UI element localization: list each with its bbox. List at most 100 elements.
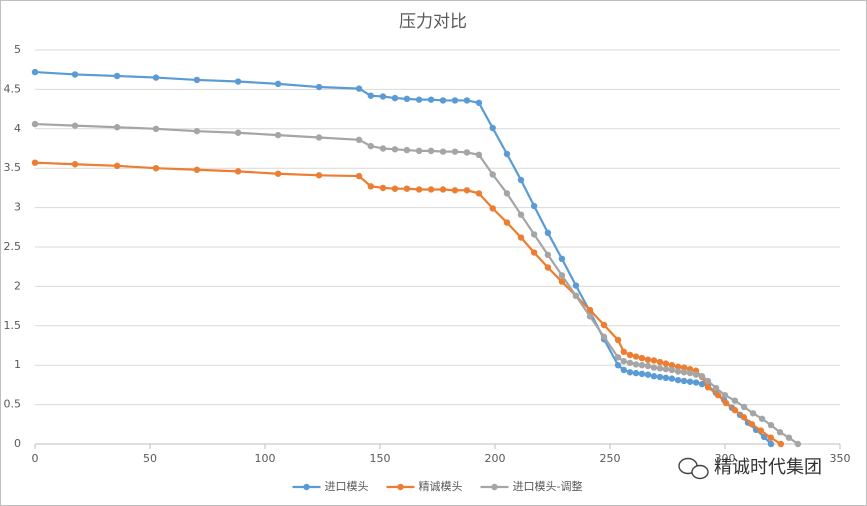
data-point [662,374,670,382]
data-point [503,150,511,158]
data-point [620,348,627,356]
data-point [572,282,580,289]
legend-label: 进口模头 [325,480,369,493]
data-point [379,145,387,152]
data-point [626,351,634,359]
data-point [704,377,712,385]
data-point [686,378,694,385]
data-point [415,96,423,103]
data-point [367,183,374,190]
data-point [31,120,39,128]
data-point [451,148,459,155]
data-point [427,147,435,155]
data-point [71,71,79,78]
data-point [632,369,640,377]
data-point [698,380,706,388]
y-tick-label: 1.5 [4,319,22,332]
data-point [530,202,538,210]
data-point [674,368,682,375]
data-point [439,186,447,193]
data-point [427,186,435,193]
data-point [748,421,756,428]
data-point [274,80,282,88]
data-point [722,399,730,407]
data-point [274,170,282,177]
y-tick-label: 4 [14,122,21,135]
data-point [530,231,538,238]
x-tick-label: 100 [255,452,276,465]
series-line [34,161,782,445]
data-point [656,358,664,366]
data-point [355,172,363,180]
data-point [234,168,242,175]
data-point [644,356,652,363]
data-point [712,384,720,392]
data-point [415,147,423,155]
data-point [674,363,682,370]
data-point [632,353,640,360]
y-tick-label: 5 [14,43,21,56]
data-point [274,131,282,139]
data-point [740,403,748,411]
data-point [530,249,538,256]
data-point [668,366,676,374]
data-point [193,166,201,173]
data-point [31,159,39,166]
data-point [451,187,459,194]
data-point [503,219,511,226]
data-point [626,369,634,376]
data-point [403,185,411,192]
data-point [586,306,594,314]
data-point [391,146,399,153]
data-point [650,357,658,364]
data-point [626,359,634,367]
data-point [193,76,201,84]
x-tick-label: 350 [830,452,851,465]
legend-marker [397,483,404,491]
data-point [740,414,748,421]
data-point [415,186,423,193]
y-tick-label: 4.5 [4,82,22,95]
data-point [644,362,652,370]
data-point [668,362,676,369]
data-point [489,171,496,178]
data-point [586,313,594,320]
data-point [638,354,646,362]
data-point [698,373,706,380]
data-point [632,361,640,368]
x-tick-label: 0 [32,452,39,465]
data-point [674,376,682,384]
y-tick-label: 3 [14,201,21,214]
data-point [777,440,785,448]
data-point [650,364,658,371]
x-tick-label: 250 [600,452,621,465]
data-point [794,440,802,448]
data-point [391,94,399,102]
data-point [680,377,688,385]
data-point [614,362,622,369]
data-point [692,371,700,378]
x-tick-label: 50 [143,452,157,465]
data-point [475,99,483,106]
data-point [315,83,323,91]
y-tick-label: 2.5 [4,240,22,253]
data-point [439,97,447,104]
data-point [731,397,739,404]
legend-marker [303,483,310,491]
data-point [113,72,121,80]
data-point [427,96,435,103]
data-point [193,127,201,135]
data-point [662,360,670,367]
data-point [662,365,670,373]
data-point [152,125,160,132]
data-point [749,410,757,417]
data-point [234,78,242,85]
y-tick-label: 3.5 [4,161,22,174]
data-point [785,434,793,441]
data-point [572,292,580,300]
data-point [391,185,399,192]
y-tick-label: 0 [14,437,21,450]
data-point [721,391,729,399]
